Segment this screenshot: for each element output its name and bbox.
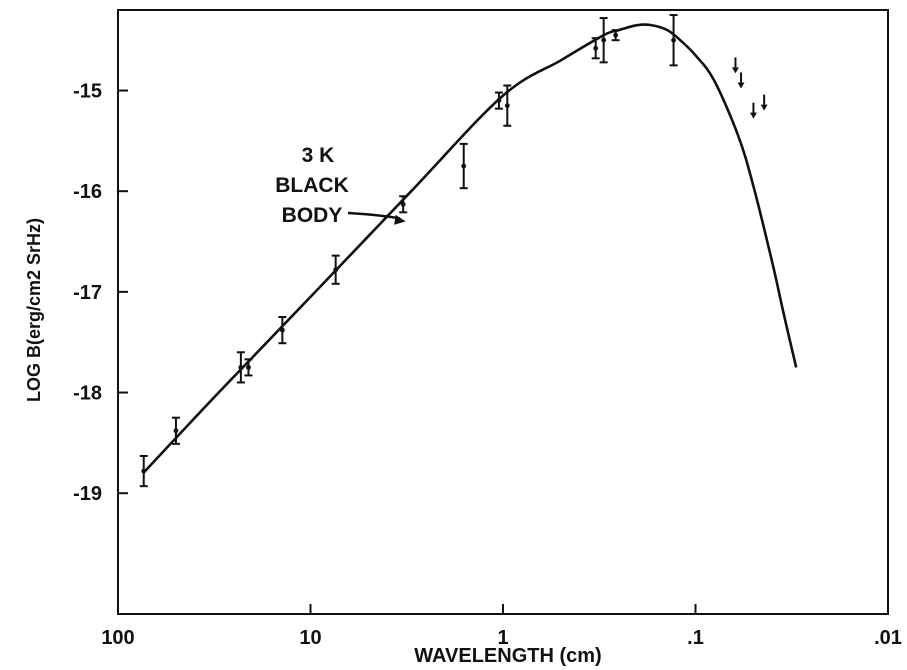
- data-point-5: [333, 267, 339, 273]
- x-tick-label-1: 10: [299, 627, 321, 649]
- upper-limit-arrowhead-3: [760, 104, 768, 111]
- data-point-13: [671, 37, 676, 43]
- data-point-1: [173, 428, 179, 434]
- x-axis-label: WAVELENGTH (cm): [414, 645, 601, 667]
- data-point-4: [279, 327, 285, 333]
- blackbody-curve-0: [142, 23, 798, 474]
- x-tick-label-0: 100: [101, 627, 134, 649]
- annotation-line-2: BLACK: [275, 174, 349, 197]
- y-axis-label: LOG B(erg/cm2 SrHz): [24, 218, 44, 402]
- annotation-line-1: 3 K: [302, 144, 335, 167]
- upper-limit-arrows: [731, 57, 768, 119]
- annotation: 3 K BLACK BODY: [275, 144, 406, 227]
- annotation-arrow: [347, 211, 400, 220]
- data-point-11: [601, 37, 607, 43]
- data-point-7: [496, 98, 502, 103]
- data-point-3: [246, 364, 251, 370]
- data-point-12: [613, 32, 619, 38]
- curve-layer: [142, 23, 798, 474]
- x-tick-label-3: .1: [687, 627, 704, 649]
- error-bars: [139, 14, 678, 488]
- data-point-0: [141, 468, 147, 474]
- upper-limit-arrowhead-2: [749, 112, 757, 119]
- annotation-line-3: BODY: [282, 204, 343, 227]
- upper-limit-arrowhead-1: [737, 82, 745, 89]
- data-point-8: [504, 103, 510, 109]
- y-ticks: -15 -16 -17 -18 -19: [73, 81, 128, 505]
- y-tick-label-4: -19: [73, 483, 102, 505]
- y-tick-label-1: -16: [73, 181, 102, 203]
- data-point-6: [400, 201, 406, 207]
- x-tick-label-4: .01: [874, 627, 902, 649]
- data-point-9: [461, 163, 467, 169]
- annotation-arrowhead: [394, 214, 406, 225]
- x-tick-label-2: 1: [497, 627, 508, 649]
- y-tick-label-0: -15: [73, 81, 102, 103]
- y-tick-label-2: -17: [73, 282, 102, 304]
- plot-frame: [117, 9, 889, 615]
- y-tick-label-3: -18: [73, 383, 102, 405]
- x-ticks: 100 10 1 .1 .01: [101, 604, 902, 649]
- data-point-10: [593, 45, 599, 51]
- data-point-2: [238, 364, 244, 370]
- upper-limit-arrowhead-0: [731, 67, 739, 74]
